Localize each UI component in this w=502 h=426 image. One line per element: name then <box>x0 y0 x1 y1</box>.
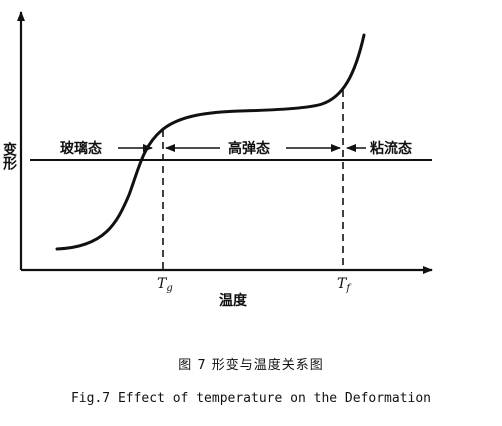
rubbery-region-label: 高弹态 <box>228 140 270 157</box>
tg-label: Tg <box>157 276 173 294</box>
glassy-region-label: 玻璃态 <box>60 140 102 157</box>
caption-chinese: 图 7 形变与温度关系图 <box>178 358 324 373</box>
deformation-curve <box>55 33 366 251</box>
y-axis-label: 变形 <box>1 141 17 171</box>
tf-label: Tf <box>337 276 352 294</box>
viscous-region-label: 粘流态 <box>370 140 412 157</box>
x-axis-label: 温度 <box>219 292 248 309</box>
caption-english: Fig.7 Effect of temperature on the Defor… <box>70 391 432 406</box>
